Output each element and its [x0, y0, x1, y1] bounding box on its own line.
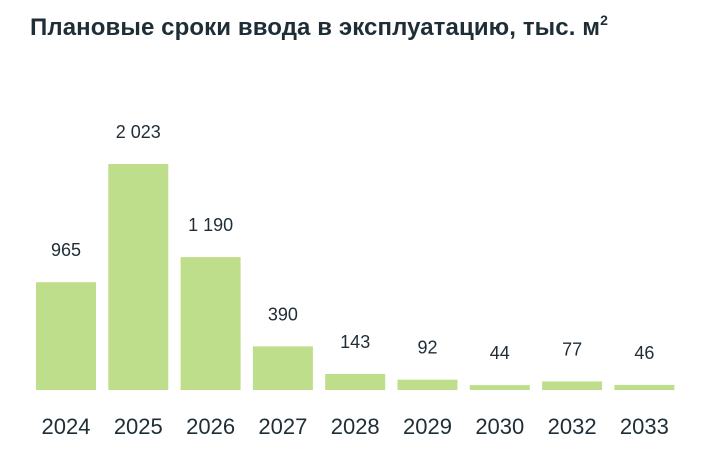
bar-2030 — [469, 385, 530, 390]
bar-2025 — [108, 164, 169, 390]
x-axis-ticks: 2024 2025 2026 2027 2028 2029 2030 2032 2033 — [42, 414, 669, 439]
x-tick-label-2026: 2026 — [186, 414, 235, 439]
value-label-2032: 77 — [562, 339, 582, 359]
x-tick-label-2032: 2032 — [548, 414, 597, 439]
chart-title-text: Плановые сроки ввода в эксплуатацию, тыс… — [30, 14, 601, 41]
x-tick-label-2025: 2025 — [114, 414, 163, 439]
bar-2027 — [252, 346, 313, 390]
x-tick-label-2024: 2024 — [42, 414, 91, 439]
bar-2028 — [325, 374, 386, 390]
value-label-2029: 92 — [417, 338, 437, 358]
x-tick-label-2029: 2029 — [403, 414, 452, 439]
x-tick-label-2028: 2028 — [331, 414, 380, 439]
value-labels-layer: 965 2 023 1 190 390 143 92 44 77 46 — [51, 122, 654, 363]
value-label-2027: 390 — [268, 304, 298, 324]
value-label-2028: 143 — [340, 332, 370, 352]
bar-2033 — [614, 384, 675, 390]
x-tick-label-2033: 2033 — [620, 414, 669, 439]
bar-2026 — [180, 257, 241, 390]
bar-2024 — [36, 282, 96, 390]
chart-title-superscript: 2 — [600, 12, 608, 28]
value-label-2033: 46 — [634, 343, 654, 363]
x-tick-label-2027: 2027 — [258, 414, 307, 439]
x-tick-label-2030: 2030 — [475, 414, 524, 439]
value-label-2030: 44 — [490, 343, 510, 363]
chart-title: Плановые сроки ввода в эксплуатацию, тыс… — [30, 12, 720, 42]
value-label-2026: 1 190 — [188, 215, 233, 235]
value-label-2024: 965 — [51, 240, 81, 260]
value-label-2025: 2 023 — [116, 122, 161, 142]
bar-2032 — [542, 381, 603, 390]
bars-layer — [36, 164, 675, 390]
bar-2029 — [397, 379, 458, 390]
